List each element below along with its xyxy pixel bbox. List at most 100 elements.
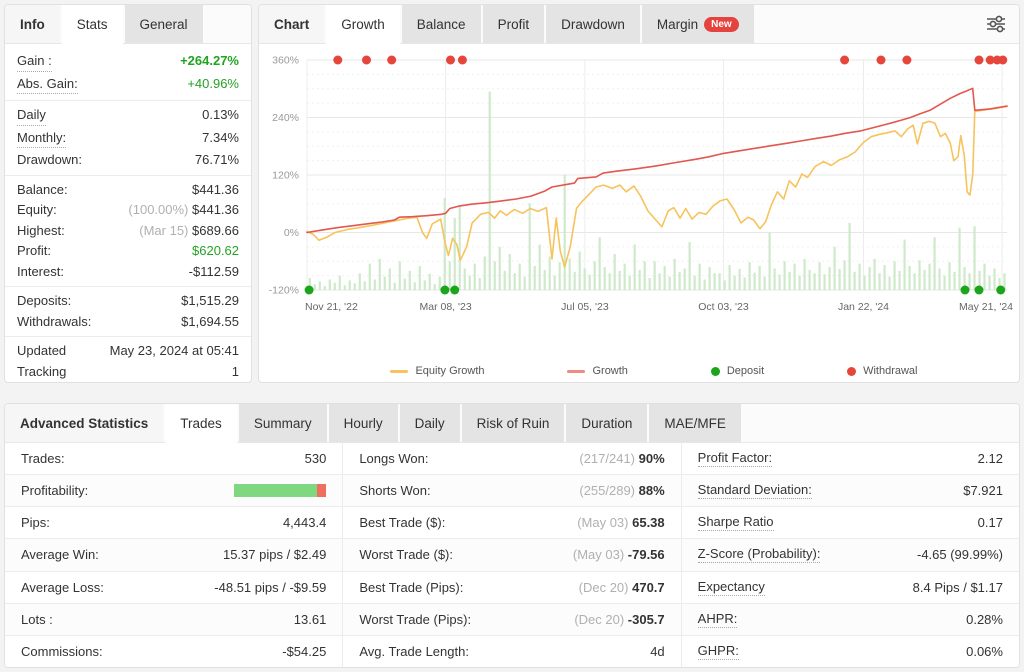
- stat-label: Highest:: [17, 222, 65, 238]
- tab-balance[interactable]: Balance: [401, 5, 481, 44]
- stat-value-prefix: (255/289): [579, 483, 639, 499]
- deposit-marker[interactable]: [440, 285, 450, 295]
- stat-label: Withdrawals:: [17, 313, 92, 329]
- tab-label: Margin: [656, 16, 699, 32]
- withdrawal-marker[interactable]: [387, 55, 397, 65]
- withdrawal-marker[interactable]: [998, 55, 1008, 65]
- deposit-marker[interactable]: [450, 285, 460, 295]
- stat-value: $441.36: [192, 182, 239, 199]
- tab-growth[interactable]: Growth: [326, 5, 400, 44]
- tab-label: Growth: [341, 16, 385, 32]
- stat-value: 0.06%: [966, 644, 1003, 659]
- legend-item-growth[interactable]: Growth: [567, 365, 628, 377]
- stat-label: Worst Trade ($):: [359, 547, 454, 563]
- stat-value-prefix: (May 03): [577, 515, 633, 531]
- stat-value-number: +40.96%: [187, 75, 239, 91]
- stat-value: 7.34%: [202, 130, 239, 147]
- tab-mae-mfe[interactable]: MAE/MFE: [649, 404, 741, 443]
- legend-item-equity-growth[interactable]: Equity Growth: [390, 365, 485, 377]
- stat-value: 0.28%: [966, 612, 1003, 627]
- stat-row-worst-trade: Worst Trade ($): (May 03) -79.56: [343, 539, 681, 572]
- tab-label: Drawdown: [561, 16, 625, 32]
- legend-item-withdrawal[interactable]: Withdrawal: [847, 365, 917, 377]
- stat-label[interactable]: Expectancy: [697, 578, 765, 596]
- account-stats-panel: Info Stats General Gain : +264.27% Abs. Gain…: [4, 4, 252, 383]
- y-axis-tick: -120%: [269, 285, 299, 297]
- stat-value-number: 0.17: [977, 515, 1003, 531]
- stat-value-number: -305.7: [627, 611, 665, 627]
- stat-label[interactable]: Daily: [17, 107, 46, 126]
- stat-label: Avg. Trade Length:: [359, 643, 469, 659]
- withdrawal-marker[interactable]: [902, 55, 912, 65]
- withdrawal-marker[interactable]: [985, 55, 995, 65]
- withdrawal-marker[interactable]: [876, 55, 886, 65]
- legend-item-deposit[interactable]: Deposit: [710, 365, 764, 377]
- stat-label[interactable]: Monthly:: [17, 130, 67, 148]
- stat-value: (100.00%) $441.36: [128, 202, 239, 219]
- stat-row-sharpe-ratio: Sharpe Ratio 0.17: [681, 507, 1019, 540]
- chart-tabbar: Chart Growth Balance Profit Drawdown Margin Ne…: [259, 5, 1019, 44]
- stat-row-trades: Trades: 530: [5, 443, 343, 476]
- stat-label: Longs Won:: [359, 451, 429, 467]
- account-stats-tabbar: Info Stats General: [5, 5, 251, 44]
- stat-label[interactable]: AHPR:: [697, 610, 738, 628]
- stat-value-number: 2.12: [977, 451, 1003, 467]
- withdrawal-marker[interactable]: [974, 55, 984, 65]
- stat-label[interactable]: Sharpe Ratio: [697, 514, 774, 532]
- stat-label[interactable]: Standard Deviation:: [697, 482, 812, 500]
- withdrawal-marker[interactable]: [457, 55, 467, 65]
- stat-value: +264.27%: [180, 53, 239, 70]
- x-axis-tick: Oct 03, '23: [698, 301, 749, 313]
- stat-value: 0.17: [978, 515, 1003, 530]
- stat-label: Tracking: [17, 363, 67, 379]
- stat-label[interactable]: Gain :: [17, 53, 52, 72]
- y-axis-tick: 240%: [272, 112, 299, 124]
- tab-margin[interactable]: Margin New: [641, 5, 754, 44]
- stat-value: 530: [305, 451, 327, 466]
- tab-general[interactable]: General: [124, 5, 203, 44]
- tab-duration[interactable]: Duration: [566, 404, 648, 443]
- stat-value-number: $7.921: [963, 483, 1003, 499]
- tab-risk-of-ruin[interactable]: Risk of Ruin: [461, 404, 565, 443]
- stat-label[interactable]: Z-Score (Probability):: [697, 546, 821, 564]
- advanced-stats-panel: Advanced Statistics Trades Summary Hourly Da…: [4, 403, 1020, 668]
- tab-label: General: [139, 16, 188, 32]
- stat-label[interactable]: Abs. Gain:: [17, 76, 78, 94]
- stat-label[interactable]: Profit Factor:: [697, 450, 773, 468]
- tab-label: Advanced Statistics: [20, 415, 149, 431]
- deposit-marker[interactable]: [996, 285, 1006, 295]
- stat-value-number: 88%: [638, 483, 665, 499]
- stat-label: Updated: [17, 343, 67, 358]
- x-axis-tick: May 21, '24: [959, 301, 1013, 313]
- stat-row-expectancy: Expectancy 8.4 Pips / $1.17: [681, 571, 1019, 604]
- chart-settings-icon[interactable]: [973, 5, 1019, 43]
- tab-info[interactable]: Info: [5, 5, 60, 44]
- tab-summary[interactable]: Summary: [238, 404, 327, 443]
- tab-daily[interactable]: Daily: [399, 404, 460, 443]
- withdrawal-marker[interactable]: [446, 55, 455, 65]
- stat-value-number: -79.56: [627, 547, 665, 563]
- stat-value-number: $620.62: [192, 243, 239, 258]
- withdrawal-marker[interactable]: [362, 55, 371, 65]
- stat-value: $1,694.55: [181, 314, 239, 331]
- y-axis-tick: 360%: [272, 55, 299, 67]
- stat-value: +40.96%: [187, 76, 239, 93]
- stat-value: $7.921: [963, 483, 1003, 498]
- growth-chart-svg: 360% 240% 120% 0% -120% Nov 21, '22 Mar 08, '2…: [269, 55, 1014, 314]
- deposit-marker[interactable]: [960, 285, 970, 295]
- deposit-marker[interactable]: [974, 285, 984, 295]
- tab-stats[interactable]: Stats: [61, 5, 123, 44]
- tab-trades[interactable]: Trades: [165, 404, 237, 443]
- tab-hourly[interactable]: Hourly: [328, 404, 398, 443]
- deposit-marker[interactable]: [304, 285, 314, 295]
- stat-value-prefix: (May 03): [572, 547, 628, 563]
- tab-chart[interactable]: Chart: [259, 5, 325, 44]
- withdrawal-marker[interactable]: [333, 55, 343, 65]
- legend-label: Equity Growth: [415, 365, 485, 377]
- withdrawal-marker[interactable]: [840, 55, 850, 65]
- stat-label[interactable]: GHPR:: [697, 642, 739, 660]
- tab-advanced-statistics[interactable]: Advanced Statistics: [5, 404, 164, 443]
- legend-label: Growth: [592, 365, 628, 377]
- tab-drawdown[interactable]: Drawdown: [546, 5, 640, 44]
- tab-profit[interactable]: Profit: [482, 5, 545, 44]
